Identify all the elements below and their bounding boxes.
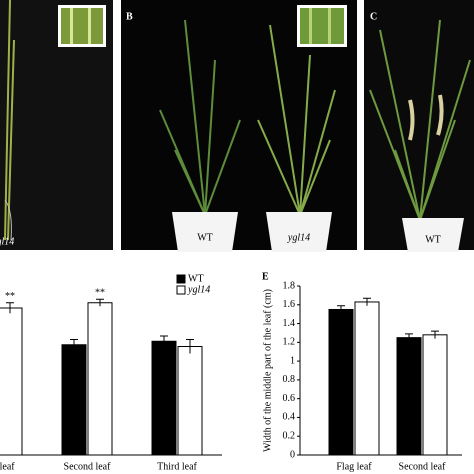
inset-b-leaf xyxy=(300,8,344,44)
y-tick-label: 1.8 xyxy=(283,280,296,291)
x-tick-label: Flag leaf xyxy=(336,461,372,472)
plant-c xyxy=(369,19,471,221)
legend-swatch xyxy=(176,274,186,284)
plant-b-wt xyxy=(159,19,241,216)
error-bar xyxy=(405,333,413,342)
bar xyxy=(422,334,448,456)
error-bar xyxy=(160,335,168,347)
legend-label: ygl14 xyxy=(187,284,210,295)
panel-label: B xyxy=(126,11,133,22)
pot-label: ygl14 xyxy=(287,232,310,243)
error-bar xyxy=(96,298,104,307)
bar xyxy=(177,346,203,456)
y-tick-label: 0.2 xyxy=(283,431,296,442)
bar xyxy=(87,302,113,456)
pot-label: WT xyxy=(425,234,441,245)
pot xyxy=(402,218,464,252)
annotation: ** xyxy=(95,288,105,299)
pot-label: WT xyxy=(197,232,213,243)
y-tick-label: 1.6 xyxy=(283,299,296,310)
bar xyxy=(354,301,380,456)
x-tick-label: Second leaf xyxy=(399,461,447,472)
photo-label: ygl14 xyxy=(0,236,14,247)
panel-label: C xyxy=(370,11,377,22)
x-tick-label: Third leaf xyxy=(157,461,197,472)
error-bar xyxy=(363,297,371,306)
bar xyxy=(151,340,177,456)
pot xyxy=(172,212,238,252)
annotation: ** xyxy=(5,291,15,302)
y-tick-label: 0.6 xyxy=(283,393,296,404)
panel-label: E xyxy=(262,271,269,282)
y-axis-label: Width of the middle part of the leaf (cm… xyxy=(262,289,273,452)
error-bar xyxy=(6,302,14,314)
error-bar xyxy=(337,305,345,314)
bar xyxy=(61,344,87,456)
legend-label: WT xyxy=(188,273,204,284)
y-tick-label: 1 xyxy=(290,355,295,366)
x-tick-label: Second leaf xyxy=(64,461,112,472)
plant-a xyxy=(4,0,15,241)
y-tick-label: 1.4 xyxy=(283,318,296,329)
inset-a-vein xyxy=(88,8,91,44)
y-tick-label: 0 xyxy=(290,449,295,460)
inset-b-vein xyxy=(309,8,312,44)
y-tick-label: 0.8 xyxy=(283,374,296,385)
x-tick-label: Flag leaf xyxy=(0,461,15,472)
bar xyxy=(396,337,422,456)
bar xyxy=(0,307,23,456)
y-tick-label: 0.4 xyxy=(283,412,296,423)
error-bar xyxy=(186,339,194,354)
plant-b-ygl14 xyxy=(257,24,336,216)
bar xyxy=(328,308,354,456)
error-bar xyxy=(431,330,439,339)
error-bar xyxy=(70,339,78,350)
inset-a-vein xyxy=(70,8,73,44)
legend-swatch xyxy=(176,285,186,295)
inset-b-vein xyxy=(328,8,331,44)
inset-a-leaf xyxy=(61,8,103,44)
y-tick-label: 1.2 xyxy=(283,337,296,348)
pot xyxy=(266,212,332,252)
